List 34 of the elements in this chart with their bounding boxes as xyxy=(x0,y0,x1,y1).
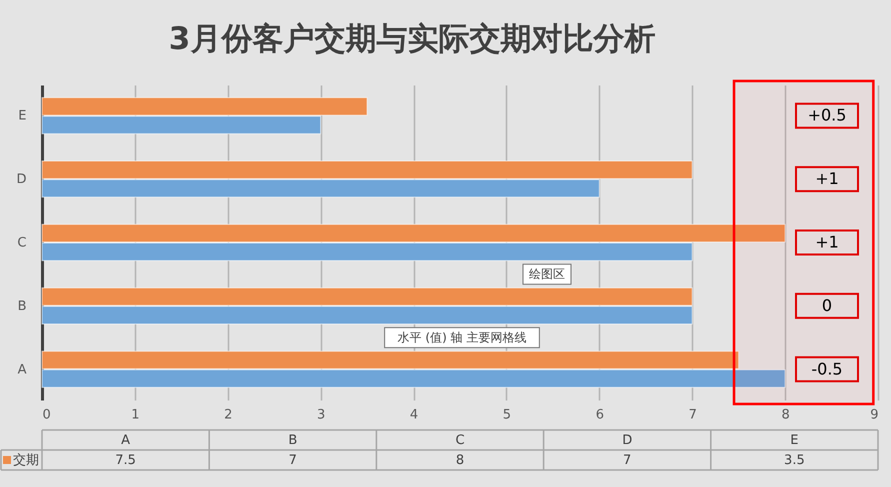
annotation: +1 xyxy=(815,169,839,188)
annotation: -0.5 xyxy=(811,359,843,378)
chart-title: 3月份客户交期与实际交期对比分析 xyxy=(168,20,656,57)
x-tick-label: 0 xyxy=(42,408,51,422)
x-tick-label: 4 xyxy=(410,408,418,422)
x-tick-label: 7 xyxy=(688,408,697,422)
category-label: C xyxy=(455,433,465,448)
x-tick-label: 3 xyxy=(317,408,326,422)
text: 3.5 xyxy=(784,453,805,468)
text: 8 xyxy=(456,453,464,468)
annotation: 0 xyxy=(822,296,832,315)
y-tick-label: B xyxy=(18,298,26,314)
legend-label: 交期 xyxy=(13,452,39,468)
category-label: A xyxy=(121,433,130,448)
text: 7 xyxy=(288,453,297,468)
text: 7 xyxy=(623,453,632,468)
x-tick-label: 1 xyxy=(131,408,140,422)
annotation: 绘图区 xyxy=(529,267,565,282)
x-tick-label: 5 xyxy=(502,408,512,422)
text: 7.5 xyxy=(115,453,136,468)
y-tick-label: E xyxy=(18,108,26,124)
category-label: D xyxy=(622,433,632,448)
x-tick-label: 2 xyxy=(224,408,232,422)
category-label: E xyxy=(790,433,799,448)
category-label: B xyxy=(288,433,298,448)
annotation: +1 xyxy=(815,232,839,252)
y-tick-label: C xyxy=(17,236,26,250)
annotation: 水平 (值) 轴 主要网格线 xyxy=(398,330,526,345)
x-tick-label: 9 xyxy=(870,408,878,422)
x-tick-label: 6 xyxy=(596,408,604,422)
y-tick-label: A xyxy=(18,362,27,378)
annotation: +0.5 xyxy=(808,106,846,125)
y-tick-label: D xyxy=(16,172,26,188)
x-tick-label: 8 xyxy=(781,408,790,422)
